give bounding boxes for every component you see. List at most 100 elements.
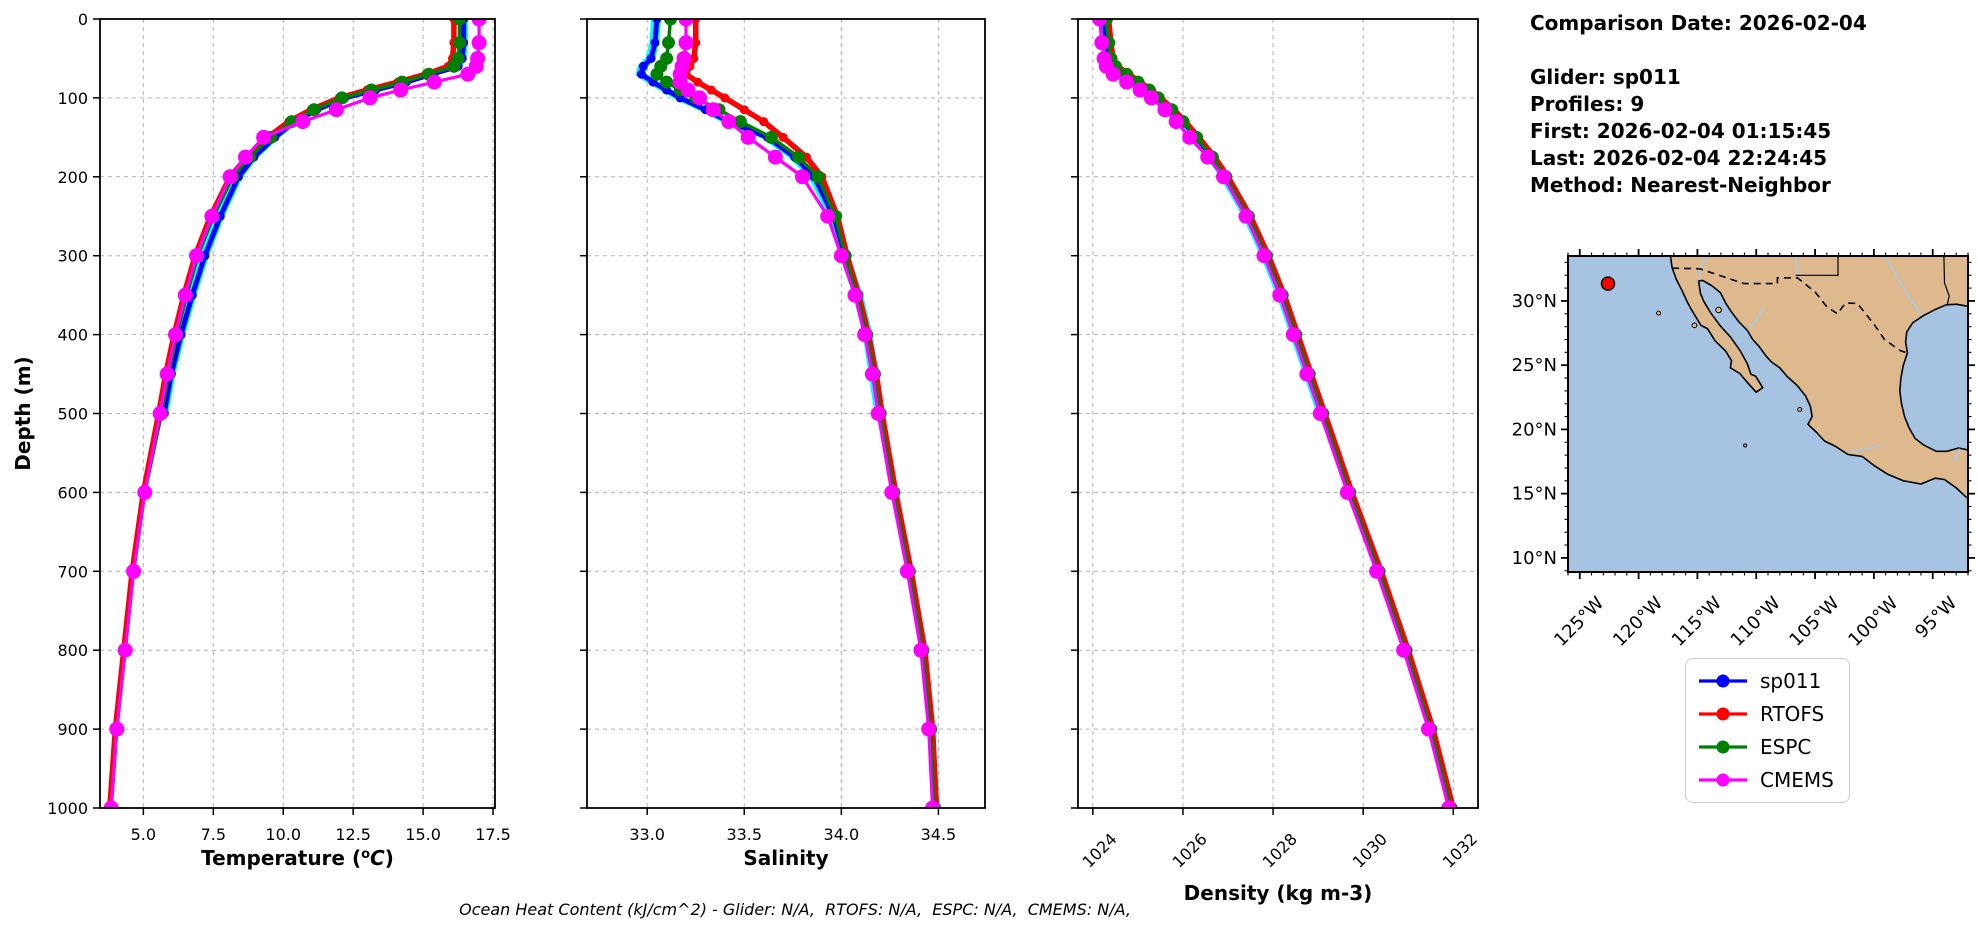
- CMEMS-marker: [460, 66, 476, 82]
- CMEMS-marker: [152, 406, 168, 421]
- CMEMS-marker: [1299, 366, 1315, 382]
- x-tick-label: 34.0: [824, 825, 860, 844]
- x-axis-label: Temperature (oC): [201, 846, 394, 870]
- sp011-marker: [650, 38, 660, 48]
- ESPC-marker: [452, 19, 466, 26]
- island: [1797, 407, 1803, 413]
- CMEMS-marker: [1105, 66, 1121, 82]
- CMEMS-marker: [137, 484, 153, 500]
- CMEMS-marker: [237, 149, 253, 165]
- CMEMS-marker: [109, 721, 125, 737]
- CMEMS-marker: [1168, 114, 1184, 130]
- x-tick-label: 1030: [1349, 829, 1391, 871]
- legend-label: sp011: [1760, 669, 1822, 693]
- legend-item-espc: ESPC: [1698, 735, 1837, 759]
- legend-label: ESPC: [1760, 735, 1812, 759]
- legend-label: CMEMS: [1760, 768, 1834, 792]
- CMEMS-marker: [159, 366, 175, 382]
- model-legend: sp011 RTOFS ESPC CMEMS: [1685, 658, 1850, 803]
- x-tick-label: 17.5: [475, 825, 511, 844]
- CMEMS-marker: [1132, 82, 1148, 98]
- CMEMS-marker: [857, 327, 873, 343]
- info-panel: Comparison Date: 2026-02-04 Glider: sp01…: [1530, 10, 1867, 199]
- glider-name-text: Glider: sp011: [1530, 65, 1681, 89]
- ESPC-marker: [650, 67, 664, 81]
- sp011-marker: [646, 53, 656, 63]
- x-axis-label: Salinity: [743, 846, 828, 870]
- depth-tick-label: 400: [57, 326, 88, 345]
- CMEMS-marker: [740, 129, 756, 145]
- RTOFS-marker: [739, 105, 749, 115]
- glider-location-marker: [1600, 276, 1616, 291]
- river-line: [1748, 306, 1766, 329]
- temperature-profile-chart: 5.0 7.5 10.0 12.5 15.0 17.5 0 100 200 300 400 500 60…: [11, 10, 511, 870]
- CMEMS-marker: [884, 484, 900, 500]
- sp011-marker: [636, 69, 646, 79]
- last-profile-time-text: Last: 2026-02-04 22:24:45: [1530, 146, 1828, 170]
- x-tick-label: 1024: [1078, 829, 1120, 871]
- island: [1691, 322, 1698, 329]
- CMEMS-marker: [1285, 327, 1301, 343]
- x-axis-label: Density (kg m-3): [1184, 881, 1373, 905]
- ESPC-marker: [447, 59, 461, 73]
- density-profile-chart: 1024 1026 1028 1030 1032 Density (kg m-3): [1071, 18, 1481, 905]
- CMEMS-marker: [1094, 35, 1110, 51]
- CMEMS-marker: [1396, 642, 1412, 658]
- CMEMS-marker: [1441, 800, 1457, 808]
- lon-tick-label: 100°W: [1844, 593, 1902, 651]
- info-spacer: [1530, 37, 1867, 64]
- depth-tick-label: 200: [57, 168, 88, 187]
- lat-tick-label: 15°N: [1512, 484, 1557, 505]
- depth-tick-label: 700: [57, 562, 88, 581]
- lat-tick-label: 20°N: [1512, 419, 1557, 440]
- ESPC-marker: [733, 115, 747, 129]
- CMEMS-marker: [1143, 90, 1159, 106]
- legend-item-sp011: sp011: [1698, 669, 1837, 693]
- ESPC-marker: [452, 36, 466, 50]
- ESPC-marker: [811, 170, 825, 184]
- CMEMS-marker: [1238, 208, 1254, 224]
- CMEMS-marker: [1256, 248, 1272, 264]
- legend-label: RTOFS: [1760, 702, 1825, 726]
- first-profile-time-text: First: 2026-02-04 01:15:45: [1530, 119, 1832, 143]
- sp011-marker: [638, 61, 648, 71]
- lon-tick-label: 115°W: [1668, 593, 1726, 651]
- depth-tick-label: 800: [57, 641, 88, 660]
- island: [1715, 306, 1722, 314]
- comparison-date-text: Comparison Date: 2026-02-04: [1530, 11, 1867, 35]
- ESPC-marker: [307, 103, 321, 117]
- CMEMS-marker: [692, 90, 708, 106]
- river-line: [1952, 448, 1961, 462]
- lon-tick-label: 110°W: [1727, 593, 1785, 651]
- x-tick-label: 33.5: [726, 825, 762, 844]
- CMEMS-marker: [1339, 484, 1355, 500]
- depth-tick-label: 500: [57, 405, 88, 424]
- CMEMS-marker: [870, 406, 886, 421]
- ESPC-marker: [660, 75, 674, 89]
- lon-tick-label: 95°W: [1911, 593, 1961, 643]
- river-line: [1795, 256, 1799, 278]
- sp011-legend-swatch: [1699, 674, 1747, 688]
- CMEMS-marker: [925, 800, 941, 808]
- CMEMS-marker: [1182, 129, 1198, 145]
- ESPC-marker: [663, 19, 677, 26]
- RTOFS-marker: [720, 93, 730, 103]
- CMEMS-marker: [680, 82, 696, 98]
- x-tick-label: 7.5: [201, 825, 226, 844]
- CMEMS-marker: [899, 563, 915, 579]
- CMEMS-marker: [328, 102, 344, 118]
- CMEMS-marker: [795, 169, 811, 185]
- legend-item-rtofs: RTOFS: [1698, 702, 1837, 726]
- depth-tick-label: 300: [57, 247, 88, 266]
- CMEMS-marker: [362, 90, 378, 106]
- x-tick-label: 1032: [1439, 829, 1481, 871]
- x-tick-label: 15.0: [405, 825, 441, 844]
- CMEMS-marker: [103, 800, 119, 808]
- depth-tick-label: 600: [57, 483, 88, 502]
- depth-tick-label: 900: [57, 720, 88, 739]
- lon-tick-label: 105°W: [1786, 593, 1844, 651]
- RTOFS-marker: [691, 19, 701, 24]
- island: [1656, 310, 1662, 316]
